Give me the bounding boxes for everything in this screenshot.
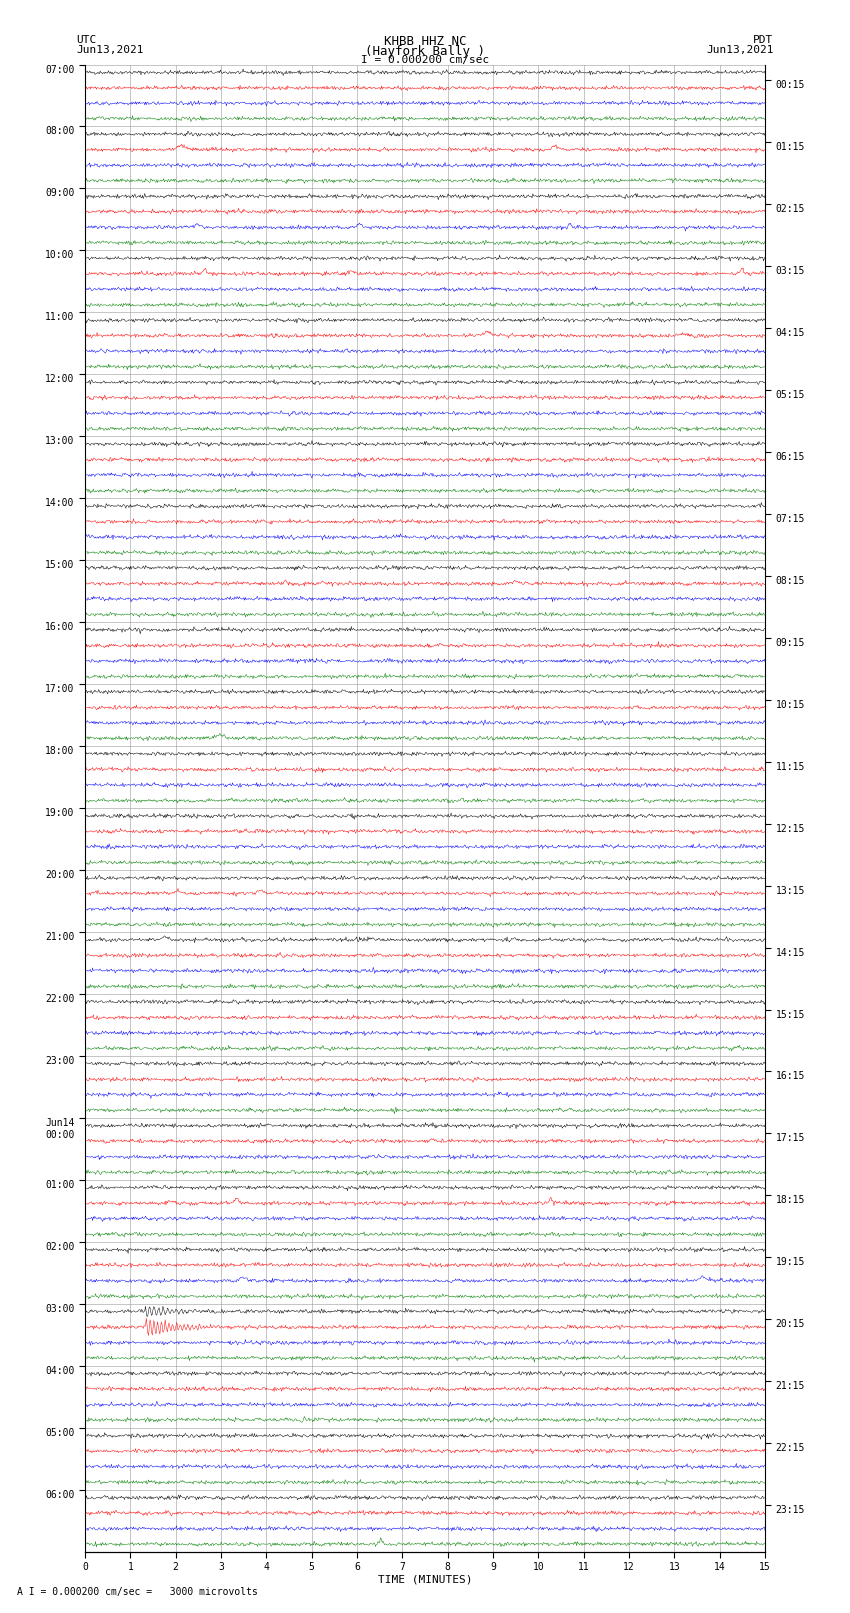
Text: KHBB HHZ NC: KHBB HHZ NC [383,35,467,48]
Text: (Hayfork Bally ): (Hayfork Bally ) [365,45,485,58]
Text: UTC: UTC [76,35,97,45]
Text: Jun13,2021: Jun13,2021 [706,45,774,55]
Text: A I = 0.000200 cm/sec =   3000 microvolts: A I = 0.000200 cm/sec = 3000 microvolts [17,1587,258,1597]
Text: Jun13,2021: Jun13,2021 [76,45,144,55]
X-axis label: TIME (MINUTES): TIME (MINUTES) [377,1574,473,1586]
Text: I = 0.000200 cm/sec: I = 0.000200 cm/sec [361,55,489,65]
Text: PDT: PDT [753,35,774,45]
